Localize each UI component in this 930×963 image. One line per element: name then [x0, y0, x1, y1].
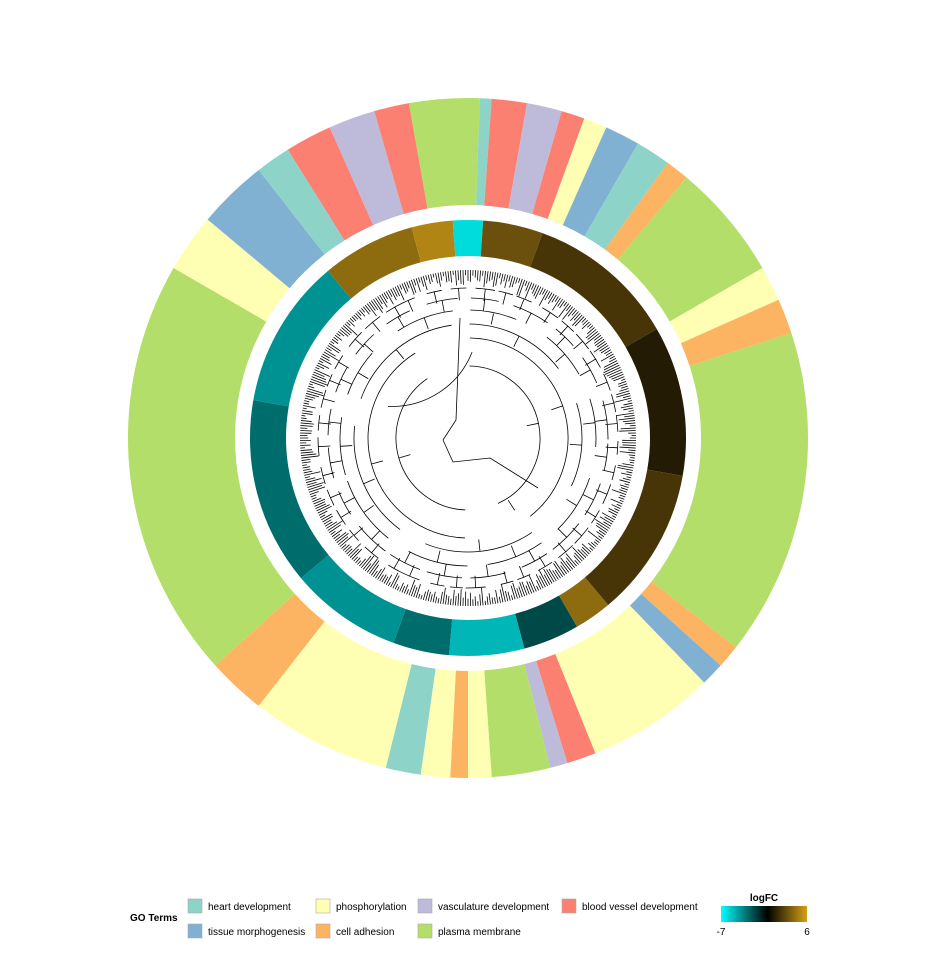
heat-segment-8	[393, 609, 453, 656]
logfc-colorbar: logFC -7 6	[717, 893, 811, 938]
go-segment-5	[547, 118, 607, 226]
go-segment-15	[555, 605, 705, 754]
heat-segment-11	[253, 271, 352, 407]
go-segment-26	[173, 219, 290, 322]
colorbar-title: logFC	[750, 893, 778, 904]
dendrogram-branches	[300, 270, 636, 606]
legend-item-1: tissue morphogenesis	[187, 923, 305, 939]
legend-swatch	[561, 898, 577, 914]
go-segment-29	[287, 127, 374, 241]
legend-item-0: heart development	[187, 898, 291, 914]
go-segment-17	[524, 660, 568, 768]
legend-swatch	[187, 923, 203, 939]
go-segment-22	[385, 664, 436, 775]
dendrogram	[300, 270, 636, 606]
legend-title: GO Terms	[130, 913, 178, 924]
heat-segment-14	[452, 220, 468, 257]
go-segment-31	[374, 103, 428, 215]
go-segment-3	[508, 103, 562, 215]
go-segment-28	[258, 149, 345, 255]
go-segment-0	[468, 98, 480, 206]
go-segment-21	[420, 668, 456, 778]
heat-segment-0	[468, 220, 484, 257]
colorbar-min-label: -7	[717, 927, 726, 938]
legend-swatch	[417, 898, 433, 914]
heat-segment-2	[530, 233, 657, 347]
go-term-ring	[128, 98, 808, 779]
heat-segment-6	[515, 595, 577, 649]
heat-segment-13	[411, 220, 456, 263]
go-segment-13	[641, 581, 736, 666]
legend-swatch	[315, 923, 331, 939]
go-segment-2	[484, 98, 528, 209]
logfc-heat-ring	[249, 220, 687, 656]
go-segment-8	[604, 162, 687, 260]
go-segment-1	[476, 98, 492, 206]
legend-label: plasma membrane	[438, 927, 521, 938]
go-segment-19	[468, 670, 492, 779]
go-segment-24	[215, 593, 325, 706]
heat-segment-3	[625, 329, 687, 476]
go-segment-32	[408, 98, 468, 209]
heat-segment-9	[301, 554, 406, 643]
colorbar-gradient	[721, 906, 807, 922]
go-segment-10	[669, 268, 779, 344]
go-terms-legend: GO Terms heart development tissue morphog…	[130, 898, 698, 939]
go-segment-7	[584, 143, 668, 250]
legend-label: blood vessel development	[582, 902, 698, 913]
go-segment-12	[651, 332, 808, 648]
legend-item-2: phosphorylation	[315, 898, 407, 914]
legend-label: phosphorylation	[336, 902, 407, 913]
legend-label: heart development	[208, 902, 291, 913]
go-segment-27	[207, 170, 325, 289]
go-segment-18	[484, 664, 551, 778]
heat-segment-1	[480, 220, 543, 267]
go-segment-6	[562, 127, 638, 237]
legend-label: vasculature development	[438, 902, 549, 913]
colorbar-max-label: 6	[804, 927, 810, 938]
go-segment-30	[329, 111, 404, 226]
go-segment-20	[450, 670, 468, 779]
go-segment-9	[617, 177, 763, 322]
heat-segment-5	[559, 577, 609, 627]
legend-item-3: cell adhesion	[315, 923, 394, 939]
heat-segment-7	[449, 613, 525, 656]
legend-label: cell adhesion	[336, 927, 394, 938]
legend-item-6: blood vessel development	[561, 898, 698, 914]
heat-segment-10	[249, 400, 329, 579]
go-segment-14	[629, 593, 721, 683]
go-segment-4	[532, 111, 585, 220]
heat-segment-4	[584, 469, 683, 605]
legend-item-4: vasculature development	[417, 898, 549, 914]
legend-label: tissue morphogenesis	[208, 927, 305, 938]
legend-swatch	[187, 898, 203, 914]
go-segment-11	[680, 299, 792, 366]
legend-swatch	[417, 923, 433, 939]
go-segment-16	[536, 654, 596, 764]
legend-swatch	[315, 898, 331, 914]
go-segment-23	[258, 621, 412, 768]
legend-item-5: plasma membrane	[417, 923, 521, 939]
go-segment-25	[128, 268, 295, 666]
heat-segment-12	[327, 227, 421, 299]
